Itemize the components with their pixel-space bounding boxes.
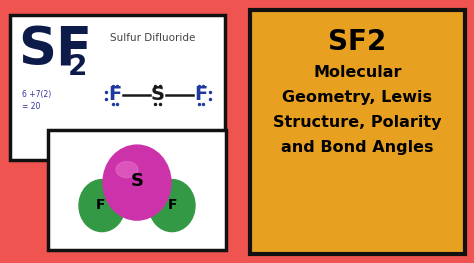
Ellipse shape xyxy=(116,161,138,178)
FancyBboxPatch shape xyxy=(10,15,225,160)
Ellipse shape xyxy=(149,180,195,232)
FancyBboxPatch shape xyxy=(250,10,465,254)
Text: Molecular: Molecular xyxy=(313,65,402,80)
Text: Structure, Polarity: Structure, Polarity xyxy=(273,115,442,130)
Text: F: F xyxy=(168,198,178,212)
Text: 6 +7(2): 6 +7(2) xyxy=(22,90,51,99)
FancyBboxPatch shape xyxy=(48,130,226,250)
Text: S: S xyxy=(130,171,144,190)
Text: and Bond Angles: and Bond Angles xyxy=(281,140,434,155)
Text: Sulfur Difluoride: Sulfur Difluoride xyxy=(110,33,195,43)
Text: F: F xyxy=(109,85,122,104)
Text: S: S xyxy=(151,85,165,104)
Text: 2: 2 xyxy=(68,53,87,81)
Text: = 20: = 20 xyxy=(22,102,40,111)
Ellipse shape xyxy=(103,145,171,220)
Text: SF: SF xyxy=(18,25,92,77)
Text: Geometry, Lewis: Geometry, Lewis xyxy=(283,90,432,105)
Text: F: F xyxy=(194,85,208,104)
Text: F: F xyxy=(96,198,106,212)
Text: SF2: SF2 xyxy=(328,28,387,56)
Ellipse shape xyxy=(79,180,125,232)
